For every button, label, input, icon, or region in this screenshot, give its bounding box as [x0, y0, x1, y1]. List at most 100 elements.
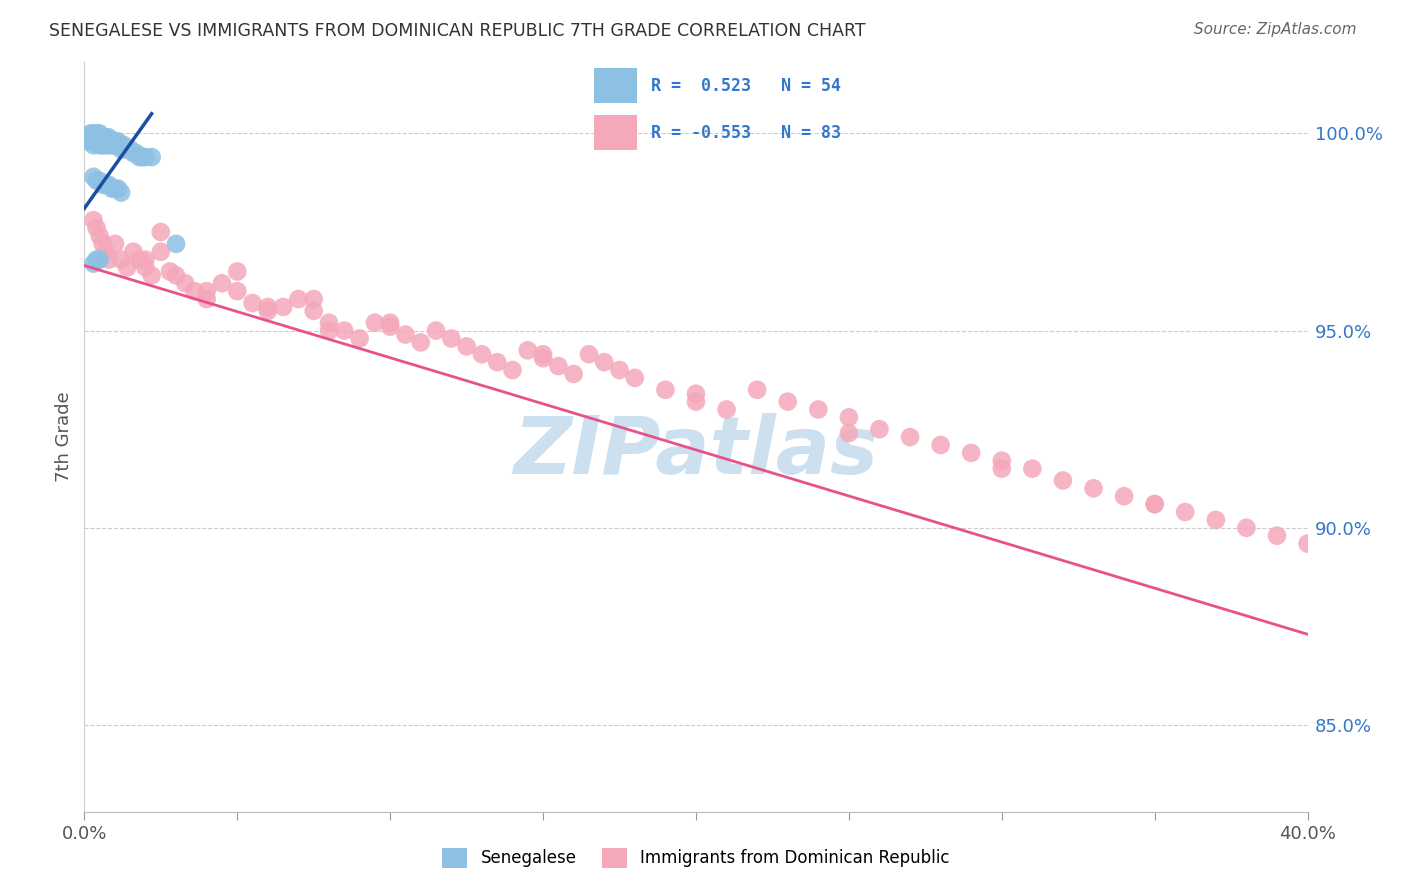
Point [89, 130, 111, 145]
Point [91, 134, 114, 148]
Point [110, 138, 132, 153]
Point [97, 138, 120, 153]
Point [86, 127, 108, 141]
Point [531, 347, 554, 361]
Point [120, 142, 142, 156]
Text: SENEGALESE VS IMMIGRANTS FROM DOMINICAN REPUBLIC 7TH GRADE CORRELATION CHART: SENEGALESE VS IMMIGRANTS FROM DOMINICAN … [49, 22, 866, 40]
Point [1052, 474, 1074, 488]
Point [165, 236, 187, 251]
Point [89, 174, 111, 188]
Point [91, 130, 114, 145]
Point [1143, 497, 1166, 511]
Point [115, 142, 138, 156]
Point [89, 138, 111, 153]
Point [318, 324, 340, 338]
Point [838, 426, 860, 441]
Point [271, 300, 294, 314]
Point [242, 296, 264, 310]
Point [149, 225, 172, 239]
Legend: Senegalese, Immigrants from Dominican Republic: Senegalese, Immigrants from Dominican Re… [436, 841, 956, 874]
Point [128, 252, 150, 267]
Point [101, 138, 124, 153]
Point [1083, 481, 1105, 495]
Point [141, 150, 163, 164]
Point [86, 221, 108, 235]
Point [425, 324, 447, 338]
Point [97, 178, 120, 192]
Point [609, 363, 631, 377]
Point [257, 304, 280, 318]
Point [110, 252, 132, 267]
Point [165, 268, 187, 283]
Point [1021, 461, 1043, 475]
Point [91, 178, 114, 192]
Point [333, 324, 356, 338]
Point [1143, 497, 1166, 511]
Point [76, 134, 98, 148]
Point [91, 138, 114, 153]
Point [716, 402, 738, 417]
Point [94, 178, 117, 192]
Point [86, 130, 108, 145]
Point [86, 134, 108, 148]
Point [562, 367, 585, 381]
Point [898, 430, 921, 444]
Text: Source: ZipAtlas.com: Source: ZipAtlas.com [1194, 22, 1357, 37]
Point [107, 138, 129, 153]
Point [122, 244, 145, 259]
Point [101, 134, 124, 148]
Point [531, 351, 554, 366]
Point [97, 130, 120, 145]
Point [471, 347, 494, 361]
Y-axis label: 7th Grade: 7th Grade [55, 392, 73, 483]
Point [135, 252, 157, 267]
Point [593, 355, 616, 369]
Point [394, 327, 416, 342]
Point [776, 394, 799, 409]
Point [122, 146, 145, 161]
Point [94, 134, 117, 148]
Point [302, 304, 325, 318]
Bar [593, 69, 637, 103]
Point [97, 252, 120, 267]
Point [409, 335, 432, 350]
Point [516, 343, 538, 358]
Point [807, 402, 830, 417]
Point [364, 316, 387, 330]
Text: R = -0.553   N = 83: R = -0.553 N = 83 [651, 124, 841, 142]
Point [257, 300, 280, 314]
Point [960, 446, 983, 460]
Point [349, 331, 371, 345]
Point [226, 264, 249, 278]
Point [183, 284, 205, 298]
Point [79, 127, 101, 141]
Point [141, 268, 163, 283]
Point [1265, 529, 1288, 543]
Point [89, 229, 111, 244]
Point [89, 127, 111, 141]
Point [547, 359, 569, 373]
Point [195, 284, 218, 298]
Point [83, 138, 105, 153]
Point [86, 174, 108, 188]
Point [1236, 521, 1258, 535]
Point [83, 127, 105, 141]
Point [991, 461, 1014, 475]
Point [380, 319, 402, 334]
Point [211, 277, 233, 291]
Point [94, 138, 117, 153]
Point [1174, 505, 1197, 519]
Point [94, 244, 117, 259]
Point [86, 252, 108, 267]
Point [578, 347, 600, 361]
Text: ZIPatlas: ZIPatlas [513, 413, 879, 491]
Point [1114, 489, 1136, 503]
Point [195, 292, 218, 306]
Point [131, 150, 153, 164]
Point [115, 260, 138, 275]
Point [486, 355, 509, 369]
Point [502, 363, 524, 377]
Point [226, 284, 249, 298]
Point [91, 236, 114, 251]
Point [104, 138, 127, 153]
